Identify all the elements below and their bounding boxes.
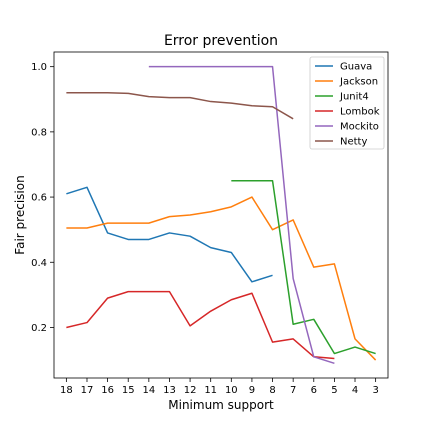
- legend-label-mockito: Mockito: [340, 122, 379, 133]
- series-line-junit4: [231, 180, 376, 355]
- legend: Guava Jackson Junit4 Lombok Mockito Netty: [309, 56, 385, 150]
- legend-label-jackson: Jackson: [339, 77, 378, 88]
- series-line-jackson: [66, 196, 377, 361]
- x-tick-label: 4: [352, 385, 358, 396]
- x-axis-label: Minimum support: [168, 398, 274, 412]
- x-tick-label: 6: [311, 385, 317, 396]
- x-tick-label: 10: [225, 385, 238, 396]
- x-tick-label: 9: [249, 385, 255, 396]
- plot-frame: [53, 51, 389, 379]
- legend-label-netty: Netty: [340, 137, 367, 148]
- x-tick-label: 11: [204, 385, 217, 396]
- y-axis: 0.2 0.4 0.6 0.8 1.0: [31, 62, 54, 334]
- plot-lines: [66, 65, 377, 365]
- x-tick-label: 3: [372, 385, 378, 396]
- y-tick-label: 0.4: [31, 258, 47, 269]
- legend-label-lombok: Lombok: [340, 107, 380, 118]
- y-axis-label: Fair precision: [13, 175, 27, 254]
- legend-label-junit4: Junit4: [339, 92, 369, 103]
- x-tick-label: 14: [142, 385, 155, 396]
- legend-label-guava: Guava: [340, 62, 372, 73]
- y-tick-label: 0.8: [31, 127, 47, 138]
- series-line-netty: [66, 92, 294, 120]
- x-tick-label: 8: [269, 385, 275, 396]
- series-line-guava: [66, 186, 273, 283]
- x-tick-label: 17: [81, 385, 94, 396]
- x-tick-label: 13: [163, 385, 176, 396]
- x-axis: 18 17 16 15 14 13 12 11 10 9 8 7 6 5 4 3: [60, 378, 379, 396]
- series-line-lombok: [66, 290, 335, 360]
- series-line-mockito: [148, 65, 335, 365]
- x-tick-label: 16: [101, 385, 114, 396]
- x-tick-label: 15: [122, 385, 135, 396]
- chart-title: Error prevention: [164, 33, 278, 49]
- x-tick-label: 18: [60, 385, 73, 396]
- x-tick-label: 5: [331, 385, 337, 396]
- y-tick-label: 0.6: [31, 193, 47, 204]
- y-tick-label: 1.0: [31, 62, 47, 73]
- x-tick-label: 12: [184, 385, 197, 396]
- y-tick-label: 0.2: [31, 323, 47, 334]
- x-tick-label: 7: [290, 385, 296, 396]
